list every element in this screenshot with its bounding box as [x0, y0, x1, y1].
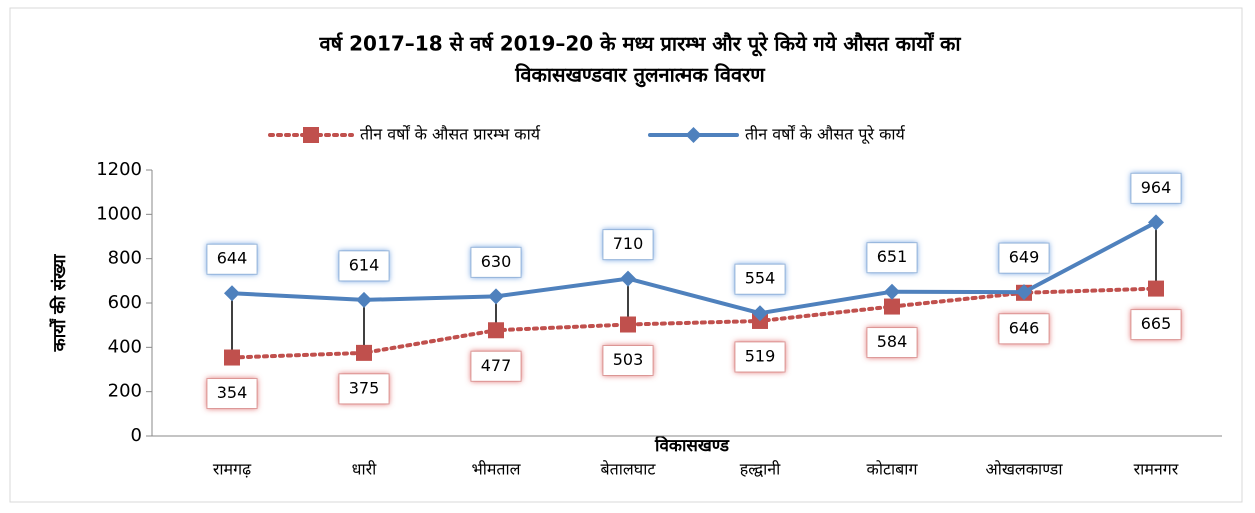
data-label-box — [206, 243, 258, 275]
legend-marker — [303, 127, 319, 143]
data-label-box — [470, 246, 522, 278]
data-label: 651 — [877, 247, 908, 266]
data-label-box — [998, 313, 1050, 345]
data-label-box — [206, 378, 258, 410]
data-label-box — [734, 263, 786, 295]
data-label-box — [602, 345, 654, 377]
x-tick-label: धारी — [352, 460, 378, 479]
data-label: 665 — [1141, 314, 1172, 333]
x-tick-label: कोटाबाग — [867, 460, 919, 479]
data-label: 519 — [745, 346, 776, 365]
data-label: 375 — [349, 378, 380, 397]
marker — [1148, 214, 1164, 231]
data-label: 614 — [349, 255, 380, 274]
data-label-box — [866, 242, 918, 274]
x-tick-label: भीमताल — [471, 460, 521, 479]
data-label-box — [998, 242, 1050, 274]
data-label: 646 — [1009, 318, 1040, 337]
chart-title: वर्ष 2017–18 से वर्ष 2019–20 के मध्य प्र… — [318, 32, 961, 57]
marker — [356, 291, 372, 308]
data-label-box — [602, 229, 654, 261]
x-tick-label: रामगढ़ — [213, 460, 252, 479]
series-line — [230, 286, 1158, 360]
marker — [1016, 284, 1032, 301]
y-tick-label: 1200 — [96, 159, 142, 180]
legend-marker — [685, 127, 702, 143]
data-label-box — [1130, 172, 1182, 204]
data-label: 649 — [1009, 248, 1040, 267]
data-label-box — [866, 327, 918, 359]
y-axis-label: कार्यों की संख्या — [49, 254, 70, 352]
marker — [884, 283, 900, 300]
data-label: 964 — [1141, 178, 1172, 197]
data-label: 554 — [745, 269, 776, 288]
x-axis-label: विकासखण्ड — [654, 435, 730, 456]
marker — [620, 316, 636, 333]
legend-label: तीन वर्षों के औसत प्रारम्भ कार्य — [360, 125, 541, 144]
data-label: 477 — [481, 356, 512, 375]
y-tick-label: 800 — [108, 248, 142, 269]
x-tick-label: हल्द्वानी — [740, 460, 781, 479]
y-tick-label: 600 — [108, 292, 142, 313]
marker — [224, 285, 240, 302]
marker — [488, 288, 504, 305]
data-label: 354 — [217, 383, 248, 402]
series-line — [230, 220, 1158, 316]
data-label: 644 — [217, 249, 248, 268]
data-label: 710 — [613, 234, 644, 253]
data-label-box — [1130, 309, 1182, 341]
y-tick-label: 400 — [108, 336, 142, 357]
marker — [356, 344, 372, 361]
data-label-box — [338, 250, 390, 282]
data-label: 584 — [877, 332, 908, 351]
data-label-box — [338, 373, 390, 405]
marker — [1148, 280, 1164, 297]
x-tick-label: ओखलकाण्डा — [985, 460, 1063, 479]
marker — [620, 270, 636, 287]
chart-title: विकासखण्डवार तुलनात्मक विवरण — [514, 63, 766, 88]
marker — [224, 349, 240, 366]
marker — [884, 298, 900, 315]
x-tick-label: बेतालघाट — [601, 460, 657, 479]
data-label: 503 — [613, 350, 644, 369]
y-tick-label: 200 — [108, 381, 142, 402]
y-tick-label: 0 — [131, 425, 142, 446]
legend-label: तीन वर्षों के औसत पूरे कार्य — [745, 125, 906, 145]
x-tick-label: रामनगर — [1134, 460, 1179, 479]
data-label-box — [470, 350, 522, 382]
data-label-box — [734, 341, 786, 373]
data-label: 630 — [481, 252, 512, 271]
marker — [488, 322, 504, 339]
marker — [752, 305, 768, 322]
y-tick-label: 1000 — [96, 203, 142, 224]
